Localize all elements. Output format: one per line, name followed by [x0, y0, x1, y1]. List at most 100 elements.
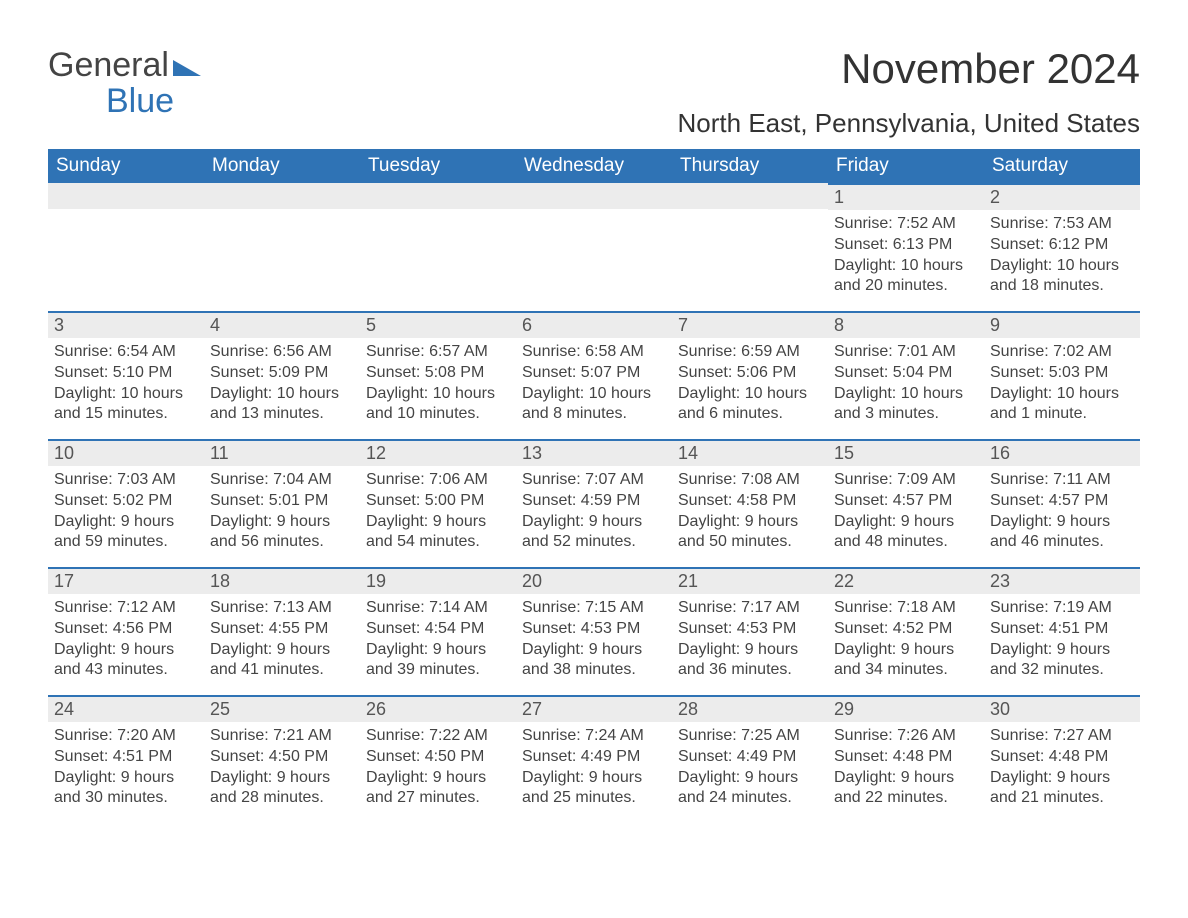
daylight-line: Daylight: 9 hours and 38 minutes.: [522, 640, 666, 682]
day-number: 2: [984, 183, 1140, 210]
sunrise-line: Sunrise: 6:56 AM: [210, 342, 354, 363]
day-details: Sunrise: 7:20 AMSunset: 4:51 PMDaylight:…: [48, 722, 204, 809]
calendar-cell: 24Sunrise: 7:20 AMSunset: 4:51 PMDayligh…: [48, 695, 204, 823]
calendar-cell: 10Sunrise: 7:03 AMSunset: 5:02 PMDayligh…: [48, 439, 204, 567]
sunset-line: Sunset: 4:57 PM: [990, 491, 1134, 512]
calendar-cell: 30Sunrise: 7:27 AMSunset: 4:48 PMDayligh…: [984, 695, 1140, 823]
sunset-line: Sunset: 4:50 PM: [210, 747, 354, 768]
day-details: Sunrise: 7:21 AMSunset: 4:50 PMDaylight:…: [204, 722, 360, 809]
daylight-line: Daylight: 9 hours and 56 minutes.: [210, 512, 354, 554]
daylight-line: Daylight: 9 hours and 43 minutes.: [54, 640, 198, 682]
day-number: 25: [204, 695, 360, 722]
sunset-line: Sunset: 6:12 PM: [990, 235, 1134, 256]
sunset-line: Sunset: 4:54 PM: [366, 619, 510, 640]
day-number: 21: [672, 567, 828, 594]
calendar-cell: 11Sunrise: 7:04 AMSunset: 5:01 PMDayligh…: [204, 439, 360, 567]
sunrise-line: Sunrise: 7:27 AM: [990, 726, 1134, 747]
sunrise-line: Sunrise: 7:18 AM: [834, 598, 978, 619]
sunrise-line: Sunrise: 7:25 AM: [678, 726, 822, 747]
day-number: 7: [672, 311, 828, 338]
day-number: 14: [672, 439, 828, 466]
day-details: Sunrise: 6:57 AMSunset: 5:08 PMDaylight:…: [360, 338, 516, 425]
sunset-line: Sunset: 4:55 PM: [210, 619, 354, 640]
daylight-line: Daylight: 9 hours and 41 minutes.: [210, 640, 354, 682]
day-details: Sunrise: 7:25 AMSunset: 4:49 PMDaylight:…: [672, 722, 828, 809]
sunrise-line: Sunrise: 7:13 AM: [210, 598, 354, 619]
day-number: 8: [828, 311, 984, 338]
day-number: 30: [984, 695, 1140, 722]
day-details: Sunrise: 7:12 AMSunset: 4:56 PMDaylight:…: [48, 594, 204, 681]
calendar-cell: 7 Sunrise: 6:59 AMSunset: 5:06 PMDaylight…: [672, 311, 828, 439]
sunrise-line: Sunrise: 7:26 AM: [834, 726, 978, 747]
day-details: Sunrise: 7:04 AMSunset: 5:01 PMDaylight:…: [204, 466, 360, 553]
calendar-cell: [516, 183, 672, 311]
location-subtitle: North East, Pennsylvania, United States: [678, 108, 1140, 139]
sunrise-line: Sunrise: 6:58 AM: [522, 342, 666, 363]
day-details: Sunrise: 6:58 AMSunset: 5:07 PMDaylight:…: [516, 338, 672, 425]
calendar-cell: 21Sunrise: 7:17 AMSunset: 4:53 PMDayligh…: [672, 567, 828, 695]
day-details: Sunrise: 7:24 AMSunset: 4:49 PMDaylight:…: [516, 722, 672, 809]
day-number: 16: [984, 439, 1140, 466]
day-number: 18: [204, 567, 360, 594]
title-block: November 2024 North East, Pennsylvania, …: [678, 48, 1140, 149]
sunset-line: Sunset: 5:02 PM: [54, 491, 198, 512]
day-details: Sunrise: 7:11 AMSunset: 4:57 PMDaylight:…: [984, 466, 1140, 553]
sunrise-line: Sunrise: 7:02 AM: [990, 342, 1134, 363]
calendar-cell: 9Sunrise: 7:02 AMSunset: 5:03 PMDaylight…: [984, 311, 1140, 439]
day-number: 20: [516, 567, 672, 594]
day-details: Sunrise: 7:27 AMSunset: 4:48 PMDaylight:…: [984, 722, 1140, 809]
daylight-line: Daylight: 9 hours and 32 minutes.: [990, 640, 1134, 682]
daylight-line: Daylight: 10 hours and 3 minutes.: [834, 384, 978, 426]
calendar-cell: 26Sunrise: 7:22 AMSunset: 4:50 PMDayligh…: [360, 695, 516, 823]
sunset-line: Sunset: 4:49 PM: [522, 747, 666, 768]
day-details: Sunrise: 6:54 AMSunset: 5:10 PMDaylight:…: [48, 338, 204, 425]
sunset-line: Sunset: 4:57 PM: [834, 491, 978, 512]
empty-day-bar: [672, 183, 828, 209]
daylight-line: Daylight: 10 hours and 10 minutes.: [366, 384, 510, 426]
weekday-header: Friday: [828, 149, 984, 183]
day-number: 12: [360, 439, 516, 466]
daylight-line: Daylight: 9 hours and 27 minutes.: [366, 768, 510, 810]
calendar-cell: 4Sunrise: 6:56 AMSunset: 5:09 PMDaylight…: [204, 311, 360, 439]
day-details: Sunrise: 7:26 AMSunset: 4:48 PMDaylight:…: [828, 722, 984, 809]
calendar-row: 10Sunrise: 7:03 AMSunset: 5:02 PMDayligh…: [48, 439, 1140, 567]
sunrise-line: Sunrise: 7:17 AM: [678, 598, 822, 619]
calendar-cell: 28Sunrise: 7:25 AMSunset: 4:49 PMDayligh…: [672, 695, 828, 823]
calendar-cell: [672, 183, 828, 311]
daylight-line: Daylight: 10 hours and 6 minutes.: [678, 384, 822, 426]
sunset-line: Sunset: 5:01 PM: [210, 491, 354, 512]
day-details: Sunrise: 7:14 AMSunset: 4:54 PMDaylight:…: [360, 594, 516, 681]
calendar-cell: [360, 183, 516, 311]
sunrise-line: Sunrise: 7:06 AM: [366, 470, 510, 491]
calendar-cell: 3Sunrise: 6:54 AMSunset: 5:10 PMDaylight…: [48, 311, 204, 439]
empty-day-bar: [48, 183, 204, 209]
day-details: Sunrise: 7:17 AMSunset: 4:53 PMDaylight:…: [672, 594, 828, 681]
daylight-line: Daylight: 10 hours and 20 minutes.: [834, 256, 978, 298]
sunset-line: Sunset: 4:51 PM: [990, 619, 1134, 640]
sunrise-line: Sunrise: 7:20 AM: [54, 726, 198, 747]
calendar-cell: 12Sunrise: 7:06 AMSunset: 5:00 PMDayligh…: [360, 439, 516, 567]
day-number: 1: [828, 183, 984, 210]
sunrise-line: Sunrise: 7:52 AM: [834, 214, 978, 235]
sunset-line: Sunset: 4:59 PM: [522, 491, 666, 512]
day-number: 26: [360, 695, 516, 722]
sunrise-line: Sunrise: 7:24 AM: [522, 726, 666, 747]
day-number: 28: [672, 695, 828, 722]
day-number: 23: [984, 567, 1140, 594]
sunrise-line: Sunrise: 6:59 AM: [678, 342, 822, 363]
sunset-line: Sunset: 5:06 PM: [678, 363, 822, 384]
sunrise-line: Sunrise: 7:08 AM: [678, 470, 822, 491]
weekday-header: Sunday: [48, 149, 204, 183]
day-number: 17: [48, 567, 204, 594]
calendar-header-row: SundayMondayTuesdayWednesdayThursdayFrid…: [48, 149, 1140, 183]
flag-icon: [173, 48, 201, 84]
calendar-cell: 15Sunrise: 7:09 AMSunset: 4:57 PMDayligh…: [828, 439, 984, 567]
calendar-cell: 19Sunrise: 7:14 AMSunset: 4:54 PMDayligh…: [360, 567, 516, 695]
calendar-cell: [48, 183, 204, 311]
calendar-cell: [204, 183, 360, 311]
calendar-row: 1Sunrise: 7:52 AMSunset: 6:13 PMDaylight…: [48, 183, 1140, 311]
sunrise-line: Sunrise: 7:04 AM: [210, 470, 354, 491]
calendar-cell: 13Sunrise: 7:07 AMSunset: 4:59 PMDayligh…: [516, 439, 672, 567]
sunrise-line: Sunrise: 7:11 AM: [990, 470, 1134, 491]
sunrise-line: Sunrise: 6:54 AM: [54, 342, 198, 363]
